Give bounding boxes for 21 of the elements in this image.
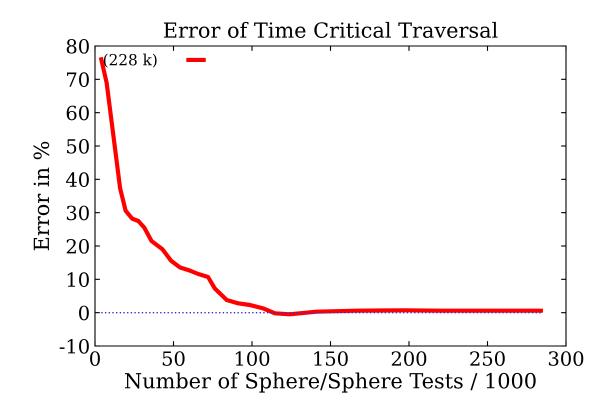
y-tick-label: 10 [68, 272, 89, 287]
x-tick-label: 50 [162, 351, 185, 366]
y-tick-label: 40 [66, 172, 89, 187]
x-tick-label: 300 [548, 351, 584, 366]
y-tick-label: 20 [66, 238, 89, 254]
legend-label: (228 k) [104, 54, 157, 68]
y-tick-label: 50 [67, 138, 89, 154]
y-tick-label: 0 [79, 306, 89, 320]
x-tick-label: 150 [314, 351, 348, 366]
y-tick-label: 80 [66, 38, 89, 54]
y-tick-label: 60 [66, 106, 89, 120]
y-tick-label: -10 [60, 338, 89, 354]
x-tick-label: 0 [90, 351, 100, 366]
y-axis-title: Error in % [33, 142, 50, 250]
x-tick-label: 100 [236, 351, 270, 366]
x-tick-label: 200 [392, 351, 426, 366]
x-axis-title: Number of Sphere/Sphere Tests / 1000 [124, 372, 536, 393]
y-tick-label: 70 [67, 72, 89, 87]
chart-title: Error of Time Critical Traversal [164, 22, 498, 38]
y-tick-label: 30 [66, 206, 89, 220]
x-tick-label: 250 [470, 351, 505, 366]
